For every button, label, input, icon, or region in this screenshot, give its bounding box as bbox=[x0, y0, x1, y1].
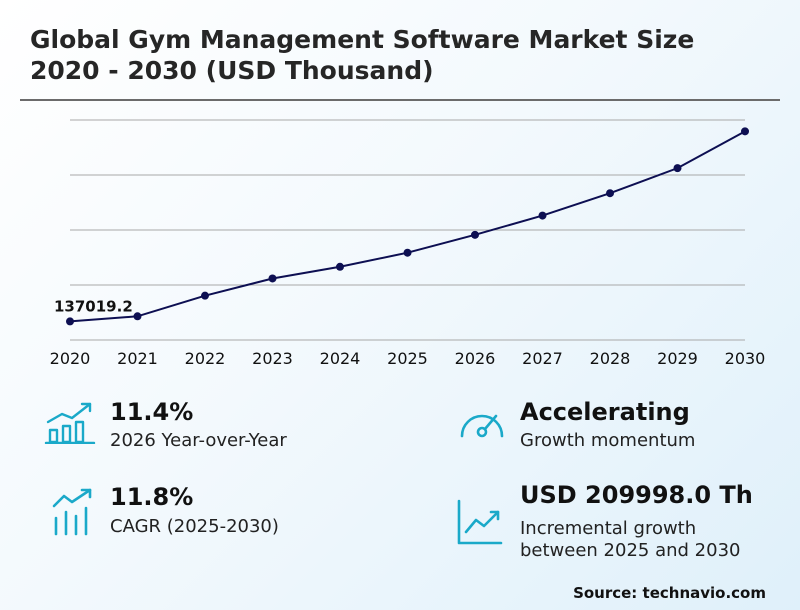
bar-growth-icon bbox=[44, 402, 96, 444]
data-point bbox=[336, 262, 344, 271]
data-label: 137019.2 bbox=[54, 297, 133, 315]
title-line-1: Global Gym Management Software Market Si… bbox=[30, 25, 695, 54]
data-point bbox=[133, 312, 142, 321]
title-line-2: 2020 - 2030 (USD Thousand) bbox=[30, 56, 434, 85]
momentum-value: Accelerating bbox=[520, 398, 690, 426]
x-tick-label: 2023 bbox=[252, 349, 293, 368]
yoy-value: 11.4% bbox=[110, 398, 194, 426]
gauge-icon bbox=[460, 414, 504, 438]
x-tick-label: 2028 bbox=[590, 349, 631, 368]
data-point bbox=[403, 248, 412, 257]
line-chart: 2020 2021 2022 2023 2024 2025 2026 2027 2028 2029… bbox=[50, 119, 766, 368]
line-growth-icon bbox=[457, 499, 503, 545]
x-tick-label: 2022 bbox=[185, 349, 226, 368]
x-tick-label: 2027 bbox=[522, 349, 563, 368]
data-point bbox=[201, 291, 209, 300]
data-point bbox=[471, 230, 479, 239]
data-point bbox=[66, 317, 74, 326]
yoy-label: 2026 Year-over-Year bbox=[110, 430, 287, 451]
title-divider bbox=[20, 99, 780, 101]
x-tick-label: 2024 bbox=[320, 349, 361, 368]
trend-bars-icon bbox=[52, 488, 92, 536]
x-tick-label: 2021 bbox=[117, 349, 158, 368]
x-tick-label: 2030 bbox=[725, 349, 766, 368]
x-tick-label: 2020 bbox=[50, 349, 91, 368]
x-tick-label: 2025 bbox=[387, 349, 428, 368]
x-tick-label: 2029 bbox=[657, 349, 698, 368]
momentum-label: Growth momentum bbox=[520, 430, 696, 451]
x-tick-label: 2026 bbox=[455, 349, 496, 368]
cagr-value: 11.8% bbox=[110, 483, 194, 511]
data-point bbox=[741, 127, 749, 136]
data-point bbox=[673, 164, 682, 173]
data-point bbox=[538, 211, 547, 220]
series-line bbox=[69, 130, 746, 323]
source-note: Source: technavio.com bbox=[573, 584, 766, 602]
cagr-label: CAGR (2025-2030) bbox=[110, 516, 279, 537]
chart-title: Global Gym Management Software Market Si… bbox=[30, 24, 790, 86]
incremental-value: USD 209998.0 Th bbox=[520, 481, 753, 509]
incremental-label-2: between 2025 and 2030 bbox=[520, 540, 741, 561]
data-point bbox=[268, 274, 277, 283]
data-point bbox=[606, 189, 614, 198]
incremental-label-1: Incremental growth bbox=[520, 518, 697, 539]
